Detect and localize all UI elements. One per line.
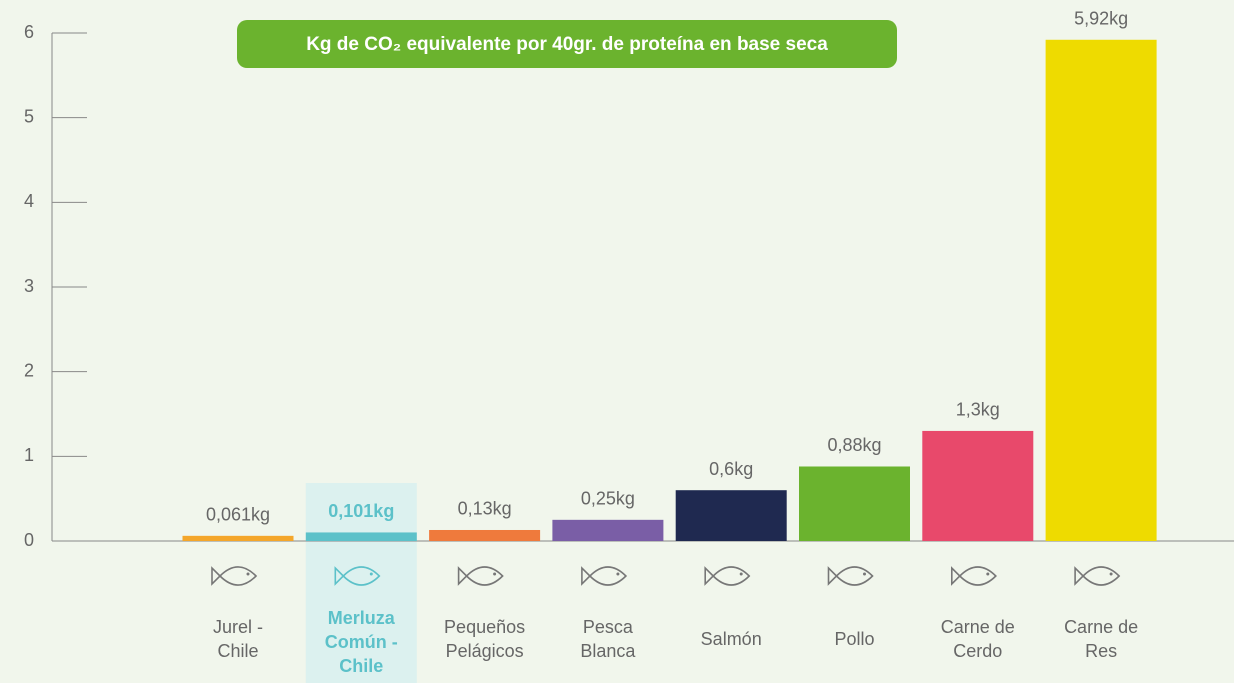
icon bbox=[211, 566, 258, 586]
icon bbox=[334, 566, 381, 586]
icon-eye bbox=[1109, 572, 1113, 576]
icon bbox=[827, 566, 874, 586]
icon bbox=[581, 566, 628, 586]
icon bbox=[1074, 566, 1121, 586]
x-tick-label: Pesca Blanca bbox=[580, 617, 636, 661]
highlight-box bbox=[305, 483, 417, 683]
bar bbox=[922, 430, 1034, 541]
y-tick-label: 1 bbox=[24, 445, 34, 465]
value-label: 0,101kg bbox=[328, 501, 394, 521]
bar bbox=[305, 532, 417, 541]
icon-eye bbox=[863, 572, 866, 576]
value-label: 0,6kg bbox=[709, 459, 753, 479]
icon bbox=[704, 566, 751, 586]
chart-title: Kg de CO₂ equivalente por 40gr. de prote… bbox=[306, 34, 828, 55]
icon bbox=[951, 566, 997, 586]
y-tick-label: 2 bbox=[24, 360, 34, 380]
x-tick-label: Pollo bbox=[834, 629, 874, 649]
x-tick-label: Salmón bbox=[701, 629, 762, 649]
value-label: 0,061kg bbox=[206, 505, 270, 525]
bar bbox=[799, 466, 910, 541]
bar bbox=[1045, 39, 1157, 541]
title-box bbox=[237, 20, 897, 68]
bar bbox=[552, 519, 664, 541]
y-tick-label: 5 bbox=[24, 106, 34, 126]
value-label: 1,3kg bbox=[956, 400, 1000, 420]
y-tick-label: 4 bbox=[24, 191, 34, 211]
x-tick-label: Merluza Común -Chile bbox=[325, 608, 398, 676]
icon-eye bbox=[739, 572, 743, 576]
y-tick-label: 3 bbox=[24, 276, 34, 296]
icon-eye bbox=[246, 572, 250, 576]
icon-eye bbox=[616, 572, 620, 576]
icon-eye bbox=[369, 572, 373, 576]
x-tick-label: Pequeños Pelágicos bbox=[444, 617, 525, 661]
value-label: 0,25kg bbox=[581, 489, 635, 509]
y-tick-label: 6 bbox=[24, 22, 34, 42]
bar bbox=[182, 535, 294, 541]
y-tick-label: 0 bbox=[24, 530, 34, 550]
icon bbox=[457, 566, 504, 586]
bar bbox=[429, 529, 541, 541]
value-label: 5,92kg bbox=[1074, 9, 1128, 29]
x-tick-label: Carne de Res bbox=[1064, 617, 1138, 661]
x-tick-label: Jurel -Chile bbox=[213, 617, 263, 661]
bar bbox=[675, 490, 787, 541]
value-label: 0,13kg bbox=[458, 499, 512, 519]
x-tick-label: Carne de Cerdo bbox=[941, 617, 1015, 661]
icon-eye bbox=[986, 572, 990, 576]
icon-eye bbox=[493, 572, 497, 576]
value-label: 0,88kg bbox=[827, 435, 881, 455]
